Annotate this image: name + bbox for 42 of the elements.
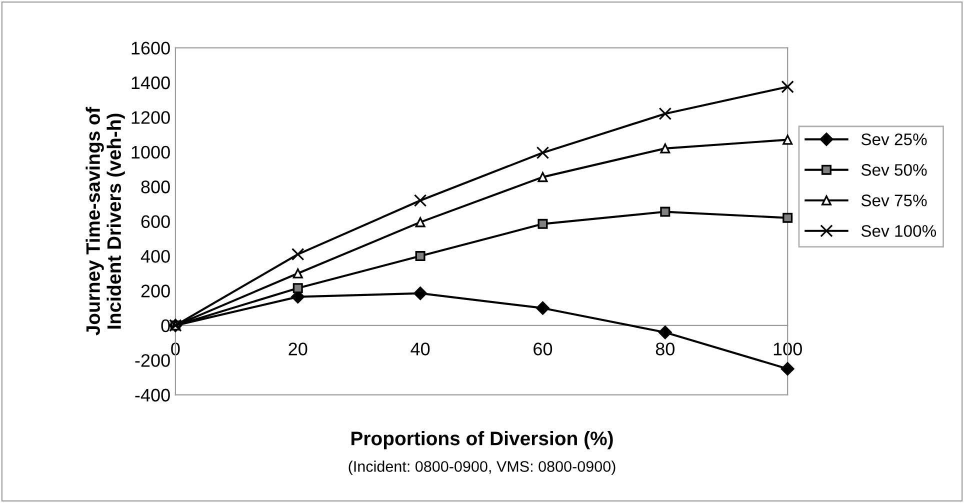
y-tick-label: 400: [140, 250, 170, 263]
point: [781, 80, 794, 94]
y-axis-title: Journey Time-savings of Incident Drivers (veh-h): [86, 106, 125, 336]
legend-label: Sev 75%: [861, 194, 927, 206]
legend-label: Sev 25%: [861, 133, 927, 146]
point: [538, 172, 548, 182]
legend-label: Sev 100%: [861, 225, 936, 237]
x-tick-label: 20: [288, 342, 308, 356]
x-tick-label: 100: [774, 342, 802, 356]
point: [536, 146, 550, 160]
point: [782, 134, 793, 145]
point: [414, 286, 428, 300]
point: [414, 194, 427, 207]
x-tick-label: 40: [410, 342, 430, 356]
y-tick-label: 1600: [132, 42, 170, 55]
y-tick-label: 800: [141, 180, 170, 194]
y-tick-label: -400: [135, 388, 170, 402]
point: [292, 268, 303, 278]
y-tick-label: 1000: [132, 146, 170, 159]
y-tick-label: 0: [161, 319, 170, 332]
point: [415, 251, 426, 262]
y-tick-label: 1400: [132, 76, 170, 90]
y-tick-label: 200: [141, 284, 170, 298]
point: [291, 248, 304, 261]
x-tick-label: 80: [656, 342, 674, 356]
legend-label: Sev 50%: [861, 164, 927, 176]
point: [660, 143, 670, 154]
y-tick-label: 600: [141, 215, 170, 228]
point: [658, 107, 672, 120]
x-tick-label: 60: [534, 342, 552, 356]
point: [782, 212, 793, 223]
point: [658, 326, 672, 340]
point: [660, 206, 670, 217]
text: (Incident: 0800-0900, VMS: 0800-0900): [348, 460, 616, 475]
point: [538, 218, 548, 229]
y-tick-label: 1200: [132, 111, 170, 124]
point: [780, 362, 794, 376]
point: [415, 217, 426, 228]
point: [292, 283, 303, 294]
y-tick-label: -200: [135, 354, 170, 367]
x-axis-title: Proportions of Diversion (%): [352, 431, 613, 450]
point: [536, 301, 550, 315]
